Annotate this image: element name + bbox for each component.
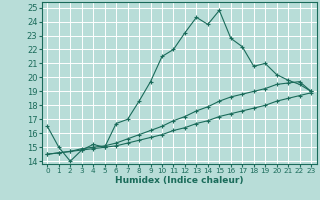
X-axis label: Humidex (Indice chaleur): Humidex (Indice chaleur) [115,176,244,185]
